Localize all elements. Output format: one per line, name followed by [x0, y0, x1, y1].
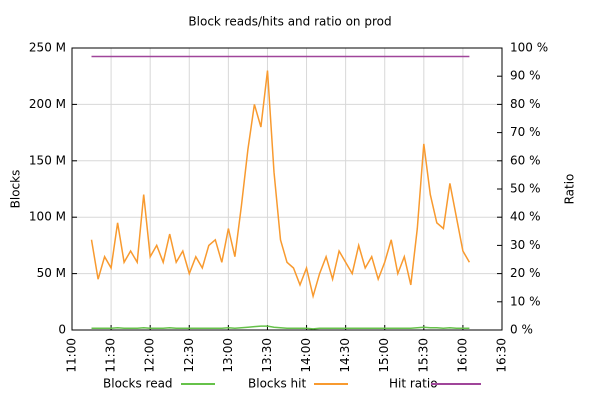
y2-tick-label: 50 %	[510, 182, 541, 196]
x-tick-label: 16:30	[495, 338, 509, 373]
plot-frame	[71, 47, 503, 331]
x-tick-label: 14:00	[299, 338, 313, 373]
y2-tick-label: 100 %	[510, 41, 548, 55]
x-tick-label: 11:30	[104, 338, 118, 373]
legend-label: Blocks hit	[248, 377, 306, 391]
y2-tick-label: 0 %	[510, 323, 533, 337]
x-tick-label: 15:30	[416, 338, 430, 373]
y-tick-label: 150 M	[29, 153, 66, 167]
x-tick-label: 13:30	[260, 338, 274, 373]
y2-tick-label: 70 %	[510, 125, 541, 139]
y2-tick-label: 60 %	[510, 153, 541, 167]
y2-axis-label: Ratio	[563, 174, 577, 205]
y2-tick-label: 30 %	[510, 238, 541, 252]
y2-tick-label: 20 %	[510, 266, 541, 280]
y-tick-label: 0	[58, 323, 66, 337]
y2-tick-label: 40 %	[510, 210, 541, 224]
y-axis-label: Blocks	[9, 170, 23, 209]
x-tick-label: 15:00	[377, 338, 391, 373]
y-tick-label: 50 M	[37, 266, 66, 280]
legend-label: Hit ratio	[389, 377, 438, 391]
y-tick-label: 250 M	[29, 41, 66, 55]
chart-title: Block reads/hits and ratio on prod	[188, 15, 391, 29]
series-line	[90, 70, 471, 300]
x-tick-label: 14:30	[338, 338, 352, 373]
y2-tick-label: 80 %	[510, 97, 541, 111]
y2-tick-label: 90 %	[510, 69, 541, 83]
y-tick-label: 200 M	[29, 97, 66, 111]
x-tick-label: 13:00	[221, 338, 235, 373]
x-tick-label: 11:00	[65, 338, 79, 373]
legend-label: Blocks read	[103, 377, 173, 391]
series-line	[91, 325, 470, 330]
y-tick-label: 100 M	[29, 210, 66, 224]
y2-tick-label: 10 %	[510, 294, 541, 308]
x-tick-label: 16:00	[455, 338, 469, 373]
x-tick-label: 12:00	[143, 338, 157, 373]
x-tick-label: 12:30	[182, 338, 196, 373]
